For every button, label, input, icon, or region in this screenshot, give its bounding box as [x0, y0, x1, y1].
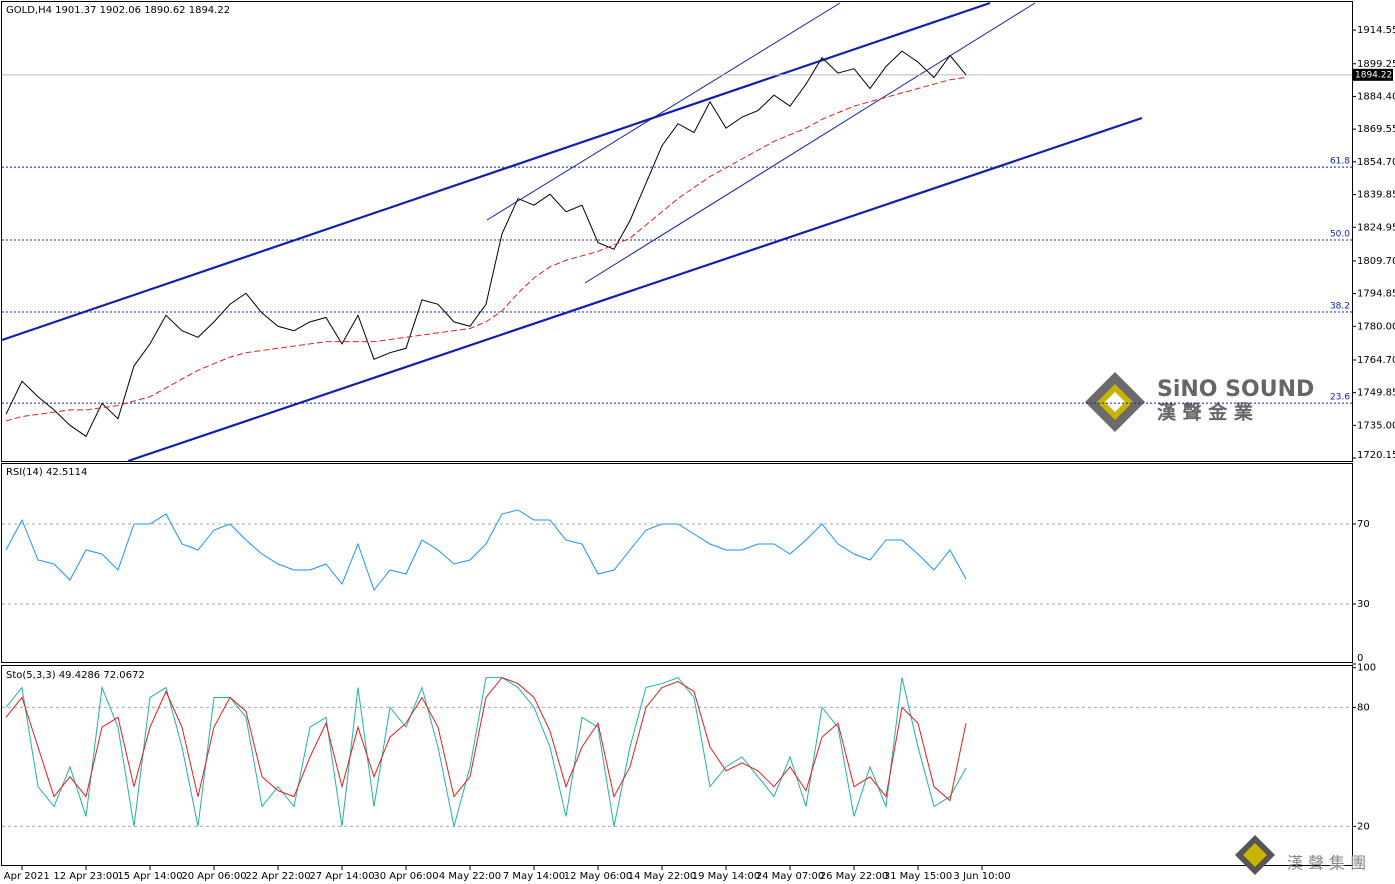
y-tick-label: 1794.85: [1357, 289, 1395, 300]
y-tick-label: 1854.70: [1357, 157, 1395, 168]
current-price-label: 1894.22: [1355, 70, 1392, 80]
y-tick-label: 0: [1357, 653, 1363, 664]
price-panel: [1, 1, 1353, 462]
y-tick-label: 100: [1357, 663, 1376, 674]
logo: [1105, 392, 1125, 412]
inner-lower: [584, 2, 1036, 284]
brand: SiNO SOUND: [1157, 377, 1314, 402]
y-tick-label: 1914.55: [1357, 25, 1395, 36]
fib-label: 61.8: [1330, 157, 1350, 167]
x-tick-label: 7 May 14:00: [503, 871, 565, 882]
x-tick-label: 19 May 14:00: [692, 871, 761, 882]
y-tick-label: 80: [1357, 702, 1370, 713]
panel-title: RSI(14) 42.5114: [6, 467, 87, 478]
x-tick-label: 12 Apr 23:00: [53, 871, 118, 882]
series-line: [5, 77, 967, 422]
panel-title: GOLD,H4 1901.37 1902.06 1890.62 1894.22: [6, 5, 230, 16]
fib-label: 50.0: [1330, 229, 1350, 239]
y-tick-label: 70: [1357, 519, 1370, 530]
logo: [1243, 843, 1267, 867]
x-tick-label: 31 May 15:00: [884, 871, 953, 882]
y-tick-label: 20: [1357, 821, 1370, 832]
x-tick-label: 4 May 22:00: [439, 871, 501, 882]
rsi-panel: [1, 463, 1353, 663]
series-line: [5, 677, 967, 802]
price-box: [1353, 68, 1393, 81]
x-tick-label: 24 May 07:00: [756, 871, 825, 882]
panel-title: Sto(5,3,3) 49.4286 72.0672: [6, 670, 145, 681]
x-tick-label: 30 Apr 06:00: [373, 871, 438, 882]
y-tick-label: 1809.70: [1357, 256, 1395, 267]
group-name: 漢 聲 集 團: [1287, 854, 1366, 873]
x-tick-label: 15 Apr 14:00: [117, 871, 182, 882]
x-tick-label: 22 Apr 22:00: [245, 871, 310, 882]
y-tick-label: 1749.85: [1357, 388, 1395, 399]
y-tick-label: 1735.00: [1357, 420, 1395, 431]
brand-cn: 漢 聲 金 業: [1157, 401, 1254, 424]
series-line: [5, 50, 967, 438]
x-tick-label: 14 May 22:00: [628, 871, 697, 882]
fib-label: 38.2: [1330, 301, 1350, 311]
x-tick-label: 3 Jun 10:00: [953, 871, 1010, 882]
y-tick-label: 1884.40: [1357, 91, 1395, 102]
y-tick-label: 1824.95: [1357, 222, 1395, 233]
stoch-panel: [1, 665, 1353, 866]
series-line: [5, 677, 967, 827]
x-tick-label: 12 May 06:00: [564, 871, 633, 882]
x-tick-label: 26 May 22:00: [820, 871, 889, 882]
fib-label: 23.6: [1330, 393, 1350, 403]
y-tick-label: 30: [1357, 599, 1370, 610]
inner-upper: [486, 2, 841, 221]
y-tick-label: 1869.55: [1357, 124, 1395, 135]
watermark: SiNO SOUND 漢 聲 金 業 漢 聲 集 團: [1085, 372, 1366, 875]
channel: [1, 1, 1143, 463]
channel-upper: [1, 1, 991, 342]
x-tick-label: 20 Apr 06:00: [181, 871, 246, 882]
y-tick-label: 1764.70: [1357, 355, 1395, 366]
y-tick-label: 1839.85: [1357, 190, 1395, 201]
x-tick-label: 27 Apr 14:00: [309, 871, 374, 882]
x-tick-label: 8 Apr 2021: [0, 871, 50, 882]
channel-lower: [127, 116, 1143, 463]
y-tick-label: 1720.15: [1357, 450, 1395, 461]
y-tick-label: 1899.25: [1357, 59, 1395, 70]
y-tick-label: 1780.00: [1357, 321, 1395, 332]
series-line: [5, 509, 967, 592]
